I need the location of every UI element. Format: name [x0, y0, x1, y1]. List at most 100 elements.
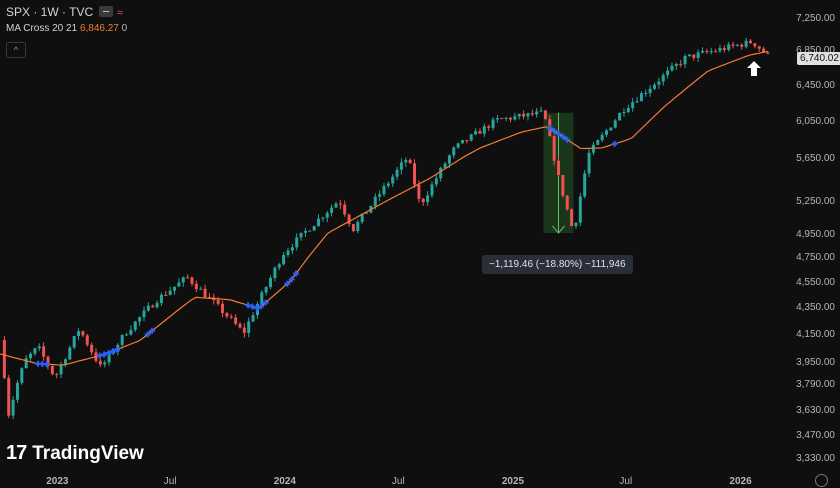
- candle-body: [399, 162, 403, 170]
- measure-arrow-head: [552, 225, 565, 234]
- candle-body: [570, 209, 574, 227]
- candle-body: [216, 300, 220, 304]
- up-arrow-icon: [747, 61, 761, 76]
- wave-icon[interactable]: ≈: [116, 7, 123, 19]
- candle-body: [408, 159, 412, 164]
- settings-icon[interactable]: [815, 474, 828, 487]
- candle-body: [203, 288, 207, 297]
- candle-body: [234, 317, 238, 324]
- candle-body: [439, 167, 443, 179]
- candle-body: [762, 48, 766, 53]
- candle-body: [740, 44, 744, 47]
- candle-body: [343, 204, 347, 215]
- candle-body: [386, 183, 390, 187]
- symbol-header[interactable]: SPX · 1W · TVC ≈: [6, 5, 123, 19]
- candle-body: [338, 203, 342, 205]
- candle-body: [142, 310, 146, 318]
- candle-body: [474, 131, 478, 135]
- candle-body: [351, 224, 355, 232]
- x-axis[interactable]: 2023 Jul 2024 Jul 2025 Jul 2026: [46, 476, 752, 487]
- candle-body: [273, 267, 277, 278]
- x-tick-label: Jul: [392, 476, 405, 487]
- candle-body: [373, 196, 377, 207]
- candle-body: [303, 231, 307, 233]
- candle-body: [312, 226, 316, 231]
- candle-body: [543, 110, 547, 120]
- candle-body: [378, 194, 382, 197]
- cross-marker: [288, 276, 295, 283]
- candle-body: [644, 92, 648, 94]
- visibility-toggle-icon[interactable]: [99, 6, 114, 17]
- candle-body: [447, 155, 451, 164]
- cross-marker: [293, 270, 300, 277]
- candle-body: [286, 250, 290, 256]
- candle-body: [465, 140, 469, 142]
- cross-marker: [559, 133, 566, 140]
- candle-body: [20, 368, 24, 383]
- candle-body: [321, 217, 325, 219]
- cross-marker: [611, 140, 618, 147]
- candle-body: [443, 163, 447, 168]
- symbol-title[interactable]: SPX · 1W · TVC: [6, 5, 94, 19]
- candle-body: [700, 50, 704, 53]
- candle-body: [696, 52, 700, 58]
- candle-body: [264, 287, 268, 293]
- candle-body: [138, 317, 142, 322]
- candle-body: [59, 364, 63, 375]
- candle-body: [247, 321, 251, 333]
- candle-body: [159, 294, 163, 304]
- candle-body: [120, 334, 124, 345]
- candle-body: [63, 359, 67, 365]
- candle-body: [81, 331, 85, 336]
- candle-body: [639, 93, 643, 102]
- collapse-legend-button[interactable]: ^: [6, 42, 26, 58]
- up-arrow-shape: [747, 61, 761, 76]
- candle-body: [526, 113, 530, 117]
- cross-markers-group: [35, 125, 618, 368]
- candle-body: [657, 81, 661, 85]
- indicator-legend[interactable]: MA Cross 20 21 6,846.27 0: [6, 23, 127, 34]
- last-price-tag: 6,740.02: [797, 52, 840, 65]
- y-tick-label: 3,630.00: [796, 405, 835, 416]
- cross-marker: [105, 350, 112, 356]
- tradingview-logo[interactable]: 17 TradingView: [6, 442, 144, 465]
- candle-body: [317, 218, 321, 227]
- candle-body: [360, 213, 364, 223]
- candle-body: [753, 43, 757, 47]
- candle-body: [666, 70, 670, 76]
- candle-body: [482, 126, 486, 134]
- candle-body: [72, 336, 76, 348]
- candle-body: [461, 140, 465, 144]
- candle-body: [173, 286, 177, 291]
- candle-body: [277, 264, 281, 268]
- y-axis[interactable]: 7,250.00 6,850.00 6,450.00 6,050.00 5,650.00…: [796, 13, 835, 464]
- candle-body: [722, 47, 726, 50]
- candle-body: [194, 283, 198, 290]
- measure-label: −1,119.46 (−18.80%) −111,946: [482, 255, 633, 274]
- candle-body: [605, 130, 609, 135]
- x-tick-label: 2025: [502, 476, 525, 487]
- candle-body: [670, 65, 674, 71]
- candle-body: [238, 323, 242, 328]
- candle-body: [661, 75, 665, 82]
- candle-body: [587, 152, 591, 174]
- cross-marker: [144, 331, 151, 338]
- y-tick-label: 6,850.00: [796, 45, 835, 56]
- candle-body: [260, 292, 264, 304]
- cross-marker: [114, 346, 121, 353]
- candle-body: [133, 321, 137, 330]
- candle-body: [530, 113, 534, 115]
- candle-body: [391, 176, 395, 184]
- y-tick-label: 6,450.00: [796, 80, 835, 91]
- candle-body: [748, 40, 752, 44]
- candle-body: [29, 353, 33, 359]
- candle-body: [55, 374, 59, 376]
- candle-body: [565, 195, 569, 210]
- candle-body: [330, 207, 334, 213]
- candle-body: [618, 113, 622, 121]
- candle-body: [308, 230, 312, 232]
- cross-marker: [564, 136, 571, 143]
- y-tick-label: 5,250.00: [796, 196, 835, 207]
